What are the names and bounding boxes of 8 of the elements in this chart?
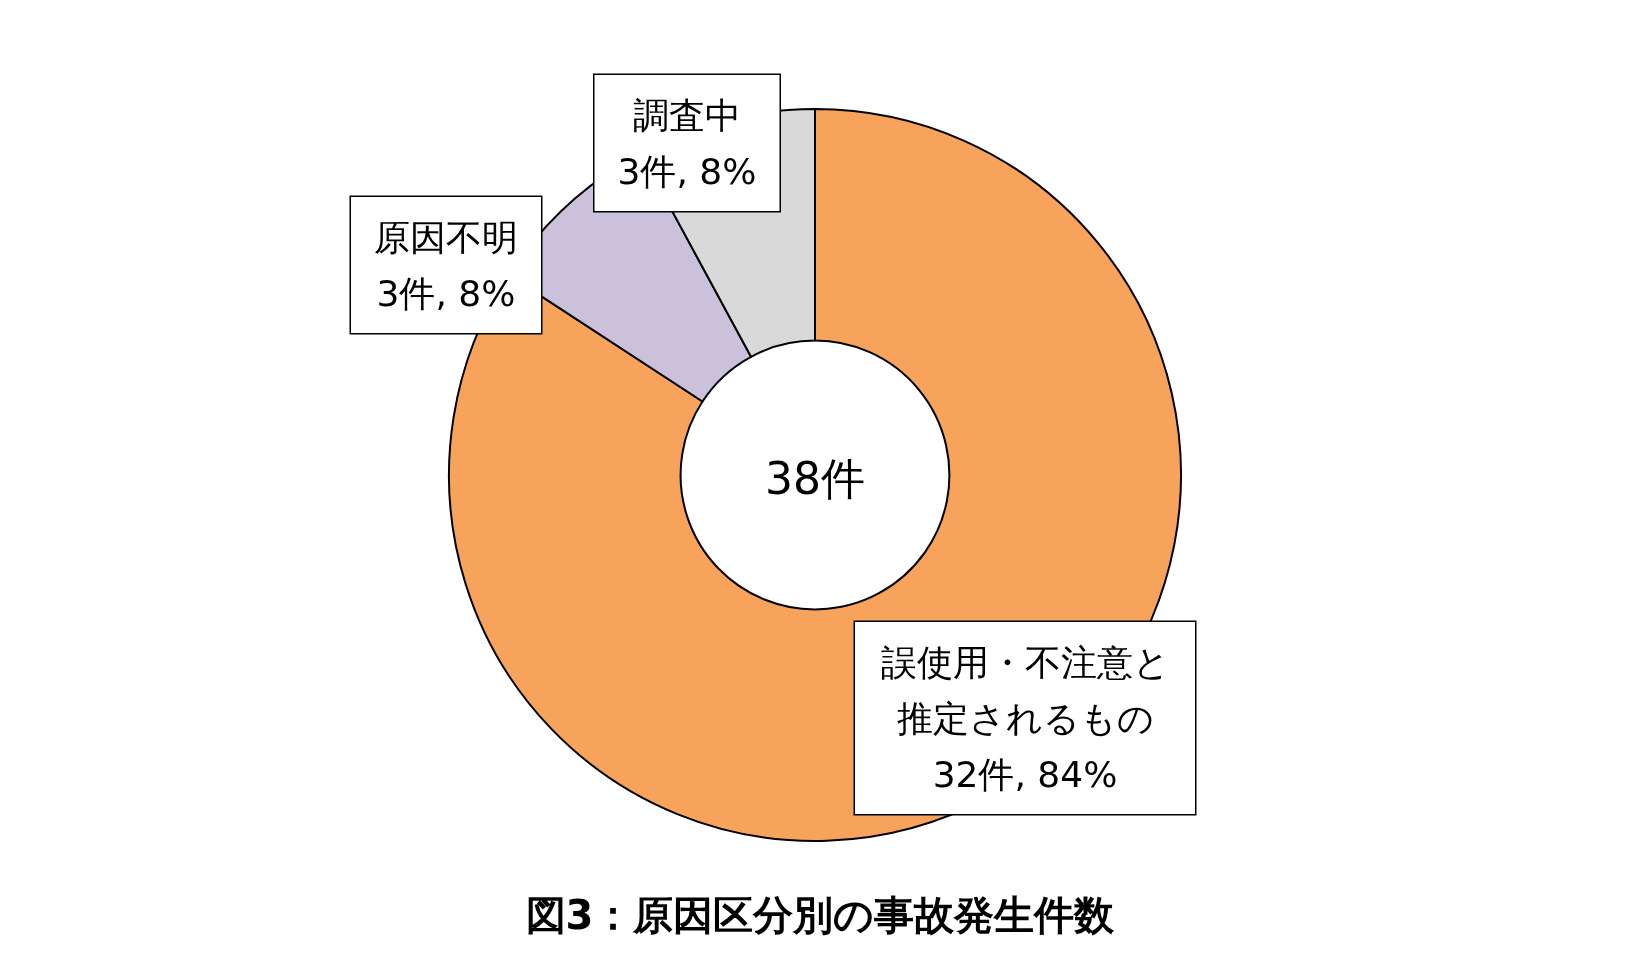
slice-label: 原因不明	[374, 216, 518, 258]
text: 38件	[765, 452, 865, 504]
slice-label: 誤使用・不注意と推定されるもの	[880, 641, 1170, 739]
data-label: 32件, 84%	[932, 753, 1118, 795]
data-label: 3件, 8%	[376, 272, 516, 314]
data-label: 3件, 8%	[617, 150, 757, 192]
slice-label: 調査中	[633, 94, 741, 136]
text: 図3：原因区分別の事故発生件数	[525, 892, 1116, 938]
